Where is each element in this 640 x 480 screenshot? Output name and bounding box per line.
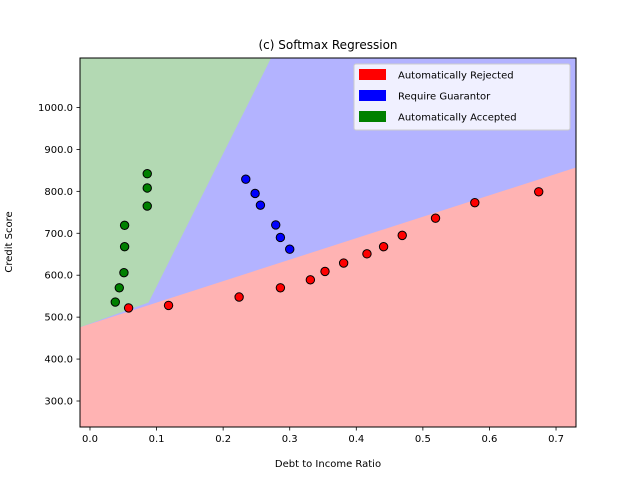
x-tick-label: 0.1: [149, 434, 165, 445]
data-point-automatically-accepted-7: [142, 169, 152, 179]
legend-label: Automatically Accepted: [398, 113, 517, 124]
data-point-require-guarantor-3: [271, 220, 281, 230]
data-point-require-guarantor-0: [241, 174, 251, 184]
data-point-require-guarantor-1: [250, 188, 260, 199]
x-tick-label: 0.5: [415, 434, 431, 445]
legend-swatch: [359, 69, 386, 80]
y-tick-label: 800.0: [44, 187, 73, 198]
data-point-automatically-rejected-12: [534, 187, 544, 197]
data-point-require-guarantor-2: [255, 200, 266, 210]
data-point-automatically-accepted-6: [142, 183, 152, 193]
legend: Automatically Rejected Require Guarantor A…: [353, 63, 571, 131]
legend-label: Require Guarantor: [398, 92, 491, 103]
y-tick-label: 600.0: [44, 271, 73, 282]
data-point-automatically-rejected-2: [234, 292, 244, 302]
data-point-automatically-accepted-5: [142, 201, 152, 211]
y-tick-label: 400.0: [44, 355, 73, 366]
x-axis-label: Debt to Income Ratio: [275, 459, 381, 470]
legend-box: [353, 63, 571, 131]
region-automatically-rejected: [80, 167, 576, 427]
data-point-automatically-rejected-8: [378, 241, 389, 252]
x-tick-label: 0.6: [481, 434, 497, 445]
y-tick-label: 1000.0: [38, 103, 73, 114]
y-tick-label: 300.0: [44, 397, 73, 408]
region-automatically-accepted: [80, 58, 272, 328]
x-axis-ticks: 0.0 0.1 0.2 0.3 0.4 0.5 0.6 0.7: [82, 427, 564, 445]
data-point-require-guarantor-4: [275, 232, 286, 243]
y-tick-label: 500.0: [44, 313, 73, 324]
chart-title: (c) Softmax Regression: [258, 38, 397, 52]
data-point-automatically-rejected-5: [320, 266, 330, 277]
x-tick-label: 0.7: [548, 434, 564, 445]
x-tick-label: 0.3: [282, 434, 298, 445]
data-point-automatically-rejected-4: [305, 275, 316, 285]
legend-swatch: [359, 111, 386, 122]
plot-frame: [79, 57, 577, 428]
data-points: [110, 169, 544, 313]
y-tick-label: 900.0: [44, 145, 73, 156]
x-tick-label: 0.4: [348, 434, 364, 445]
y-axis-label: Credit Score: [4, 211, 15, 272]
y-tick-label: 700.0: [44, 229, 73, 240]
data-point-automatically-accepted-0: [110, 297, 120, 307]
data-point-automatically-rejected-11: [470, 197, 480, 208]
data-point-automatically-rejected-6: [338, 258, 349, 268]
legend-swatch: [359, 90, 386, 101]
x-tick-label: 0.0: [82, 434, 98, 445]
data-point-automatically-rejected-9: [397, 230, 407, 241]
data-point-require-guarantor-5: [285, 244, 295, 254]
data-point-automatically-accepted-4: [119, 220, 130, 231]
data-point-automatically-rejected-3: [275, 283, 286, 293]
data-point-automatically-rejected-7: [362, 249, 372, 259]
data-point-automatically-accepted-3: [119, 241, 130, 252]
y-axis-ticks: 300.0 400.0 500.0 600.0 700.0 800.0 900.0 1000.…: [38, 103, 80, 408]
data-point-automatically-accepted-2: [119, 267, 129, 278]
x-tick-label: 0.2: [215, 434, 231, 445]
legend-label: Automatically Rejected: [398, 71, 514, 82]
data-point-automatically-accepted-1: [114, 283, 124, 293]
data-point-automatically-rejected-0: [123, 303, 134, 313]
data-point-automatically-rejected-10: [430, 213, 441, 223]
data-point-automatically-rejected-1: [163, 300, 174, 311]
